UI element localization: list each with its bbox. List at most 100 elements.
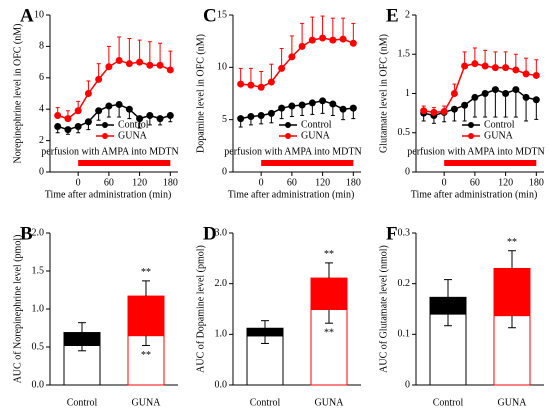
point bbox=[64, 126, 72, 134]
legend-marker bbox=[285, 133, 291, 139]
legend-label: Control bbox=[484, 119, 515, 130]
y-tick-label: 0 bbox=[39, 166, 44, 177]
y-axis-label: Glutamate level in OFC (nM) bbox=[378, 34, 389, 153]
point bbox=[450, 105, 458, 113]
y-tick-label: 2.0 bbox=[32, 227, 45, 238]
point bbox=[502, 90, 510, 97]
point bbox=[491, 64, 499, 72]
x-tick-label: GUNA bbox=[498, 397, 528, 408]
point bbox=[64, 115, 72, 123]
y-tick-label: 8 bbox=[39, 41, 44, 52]
y-tick-label: 4 bbox=[39, 103, 44, 114]
panel-letter: E bbox=[386, 5, 399, 26]
y-tick-label: 0.1 bbox=[398, 329, 411, 340]
point bbox=[308, 36, 316, 44]
increase-bar bbox=[246, 327, 284, 337]
point bbox=[74, 107, 82, 115]
x-tick-label: Control bbox=[433, 397, 464, 408]
x-tick-label: 120 bbox=[315, 177, 330, 188]
increase-bar bbox=[310, 277, 348, 311]
baseline-bar bbox=[246, 335, 284, 386]
point bbox=[481, 62, 489, 70]
point bbox=[54, 111, 62, 119]
point bbox=[74, 122, 82, 130]
y-tick-label: 1.5 bbox=[398, 49, 411, 60]
point bbox=[319, 97, 327, 105]
point bbox=[136, 58, 144, 66]
x-tick-label: 0 bbox=[259, 177, 264, 188]
series-line bbox=[240, 100, 354, 120]
point bbox=[125, 60, 133, 68]
point bbox=[84, 90, 92, 97]
point bbox=[450, 90, 458, 97]
y-tick-label: 2.0 bbox=[215, 278, 228, 289]
point bbox=[115, 100, 123, 108]
legend-marker bbox=[102, 133, 108, 139]
series-line bbox=[423, 62, 537, 114]
point bbox=[339, 35, 347, 43]
y-tick-label: 1 bbox=[405, 88, 410, 99]
x-tick-label: 0 bbox=[76, 177, 81, 188]
point bbox=[146, 61, 154, 69]
point bbox=[105, 63, 113, 71]
point bbox=[512, 66, 520, 74]
perfusion-bar bbox=[261, 160, 354, 166]
x-tick-label: Control bbox=[67, 397, 98, 408]
increase-bar bbox=[63, 332, 101, 346]
point bbox=[522, 93, 530, 101]
point bbox=[329, 100, 337, 108]
legend-marker bbox=[285, 122, 291, 128]
point bbox=[522, 70, 530, 78]
point bbox=[461, 101, 469, 109]
y-tick-label: 0.2 bbox=[398, 278, 411, 289]
y-tick-label: 3.0 bbox=[215, 227, 228, 238]
significance: ** bbox=[141, 350, 151, 361]
point bbox=[237, 115, 245, 123]
significance: ** bbox=[141, 267, 151, 278]
point bbox=[156, 115, 164, 123]
point bbox=[440, 108, 448, 116]
legend-label: GUNA bbox=[301, 130, 331, 141]
y-tick-label: 0 bbox=[222, 166, 227, 177]
x-tick-label: GUNA bbox=[315, 397, 345, 408]
perfusion-bar bbox=[78, 160, 171, 166]
y-tick-label: 6 bbox=[39, 72, 44, 83]
y-axis-label: AUC of Dopamine level (pmol) bbox=[195, 245, 206, 373]
panel-letter: F bbox=[386, 223, 398, 244]
x-tick-label: 60 bbox=[104, 177, 114, 188]
y-tick-label: 0 bbox=[405, 379, 410, 390]
x-axis-label: Time after administration (min) bbox=[411, 189, 538, 200]
x-tick-label: 180 bbox=[529, 177, 544, 188]
point bbox=[461, 62, 469, 70]
legend-label: Control bbox=[301, 119, 332, 130]
increase-bar bbox=[493, 267, 531, 317]
panel-letter: D bbox=[203, 223, 217, 244]
series-line bbox=[240, 37, 354, 89]
point bbox=[349, 104, 357, 112]
point bbox=[502, 64, 510, 72]
point bbox=[125, 105, 133, 113]
perfusion-bar bbox=[444, 160, 537, 166]
x-tick-label: 180 bbox=[163, 177, 178, 188]
increase-bar bbox=[127, 295, 165, 337]
y-tick-label: 0.0 bbox=[32, 379, 45, 390]
x-tick-label: 60 bbox=[470, 177, 480, 188]
point bbox=[105, 102, 113, 110]
y-axis-label: Norepinephrine level in OFC (nM) bbox=[12, 24, 23, 164]
x-axis-label: Time after administration (min) bbox=[228, 189, 355, 200]
series-line bbox=[57, 103, 171, 131]
legend-label: Control bbox=[118, 119, 149, 130]
point bbox=[288, 53, 296, 61]
significance: ** bbox=[324, 249, 334, 260]
x-tick-label: 120 bbox=[498, 177, 513, 188]
point bbox=[278, 64, 286, 72]
legend-marker bbox=[468, 133, 474, 139]
point bbox=[156, 61, 164, 69]
point bbox=[512, 86, 520, 94]
y-tick-label: 5 bbox=[222, 114, 227, 125]
point bbox=[95, 107, 103, 115]
y-tick-label: 0.0 bbox=[215, 379, 228, 390]
point bbox=[471, 93, 479, 101]
y-tick-label: 0.3 bbox=[398, 227, 411, 238]
